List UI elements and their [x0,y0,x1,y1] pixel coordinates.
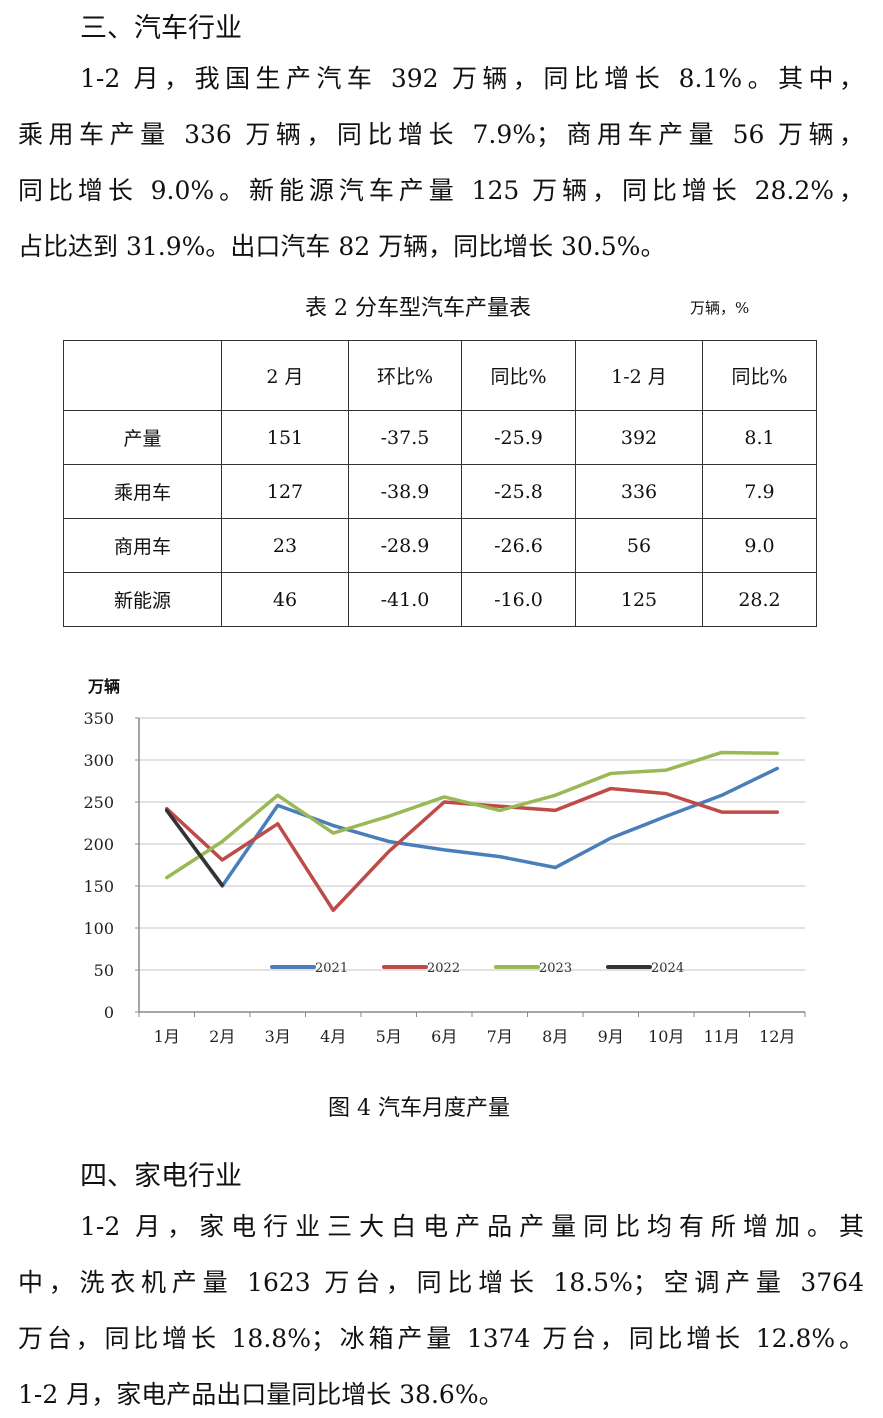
cell: 8.1 [702,410,817,465]
table-unit: 万辆，% [690,299,750,317]
x-tick-label: 7月 [487,1027,513,1046]
row-label: 新能源 [63,572,222,627]
paragraph-line: 1-2 月，家电行业三大白电产品产量同比均有所增加。其 [80,1212,864,1241]
cell: -25.9 [461,410,576,465]
table-row: 乘用车 127 -38.9 -25.8 336 7.9 [63,464,817,519]
header-cell: 1-2 月 [575,340,703,411]
cell: 392 [575,410,703,465]
figure-caption: 图 4 汽车月度产量 [328,1096,510,1121]
cell: 9.0 [702,518,817,573]
cell: 46 [221,572,349,627]
row-label: 乘用车 [63,464,222,519]
table-row: 商用车 23 -28.9 -26.6 56 9.0 [63,518,817,573]
cell: 125 [575,572,703,627]
paragraph-line: 1-2 月，我国生产汽车 392 万辆，同比增长 8.1%。其中， [80,64,864,93]
x-tick-label: 9月 [598,1027,624,1046]
y-tick-label: 100 [83,919,114,938]
cell: 56 [575,518,703,573]
cell: 336 [575,464,703,519]
legend-label-2022: 2022 [427,961,460,976]
table-caption: 表 2 分车型汽车产量表 [305,296,531,321]
legend-label-2021: 2021 [315,961,348,976]
x-tick-label: 6月 [431,1027,457,1046]
paragraph-line: 万台，同比增长 18.8%；冰箱产量 1374 万台，同比增长 12.8%。 [18,1324,864,1353]
cell: -26.6 [461,518,576,573]
y-tick-label: 150 [83,877,114,896]
series-line-2022 [165,786,779,913]
production-table: 2 月 环比% 同比% 1-2 月 同比% 产量 151 -37.5 -25.9 392… [63,340,817,627]
section-heading-appliance: 四、家电行业 [80,1161,242,1192]
y-tick-label: 250 [83,793,114,812]
x-tick-label: 2月 [209,1027,235,1046]
series-line-2023 [165,750,779,880]
x-tick-label: 8月 [542,1027,568,1046]
y-tick-label: 350 [83,709,114,728]
x-tick-label: 5月 [376,1027,402,1046]
cell: 28.2 [702,572,817,627]
cell: -28.9 [348,518,462,573]
y-tick-label: 50 [94,961,114,980]
table-row: 产量 151 -37.5 -25.9 392 8.1 [63,410,817,465]
cell: 127 [221,464,349,519]
x-tick-label: 10月 [648,1027,684,1046]
paragraph-line: 中，洗衣机产量 1623 万台，同比增长 18.5%；空调产量 3764 [18,1268,864,1297]
row-label: 产量 [63,410,222,465]
table-row: 新能源 46 -41.0 -16.0 125 28.2 [63,572,817,627]
section-heading-auto: 三、汽车行业 [80,13,242,44]
y-tick-label: 0 [104,1003,114,1022]
x-tick-label: 12月 [759,1027,795,1046]
paragraph-line: 1-2 月，家电产品出口量同比增长 38.6%。 [18,1380,504,1409]
header-cell [63,340,222,411]
paragraph-line: 乘用车产量 336 万辆，同比增长 7.9%；商用车产量 56 万辆， [18,120,864,149]
x-tick-label: 11月 [704,1027,740,1046]
legend-label-2023: 2023 [539,961,572,976]
cell: -38.9 [348,464,462,519]
cell: -16.0 [461,572,576,627]
legend-label-2024: 2024 [651,961,684,976]
cell: 151 [221,410,349,465]
cell: 7.9 [702,464,817,519]
series-line-2021 [165,766,779,888]
header-cell: 同比% [461,340,576,411]
x-tick-label: 3月 [265,1027,291,1046]
x-tick-label: 4月 [320,1027,346,1046]
series-line-2024 [165,808,224,887]
paragraph-line: 占比达到 31.9%。出口汽车 82 万辆，同比增长 30.5%。 [18,232,666,261]
cell: 23 [221,518,349,573]
header-cell: 2 月 [221,340,349,411]
cell: -41.0 [348,572,462,627]
header-cell: 同比% [702,340,817,411]
x-tick-label: 1月 [154,1027,180,1046]
y-tick-label: 300 [83,751,114,770]
y-axis-label: 万辆 [88,677,121,696]
cell: -37.5 [348,410,462,465]
table-header-row: 2 月 环比% 同比% 1-2 月 同比% [63,340,817,411]
header-cell: 环比% [348,340,462,411]
paragraph-line: 同比增长 9.0%。新能源汽车产量 125 万辆，同比增长 28.2%， [18,176,864,205]
monthly-production-chart: 0 50 100 150 200 250 300 350 1月 2月 3月 4月 5月 6月 7月 8月 9月 1… [83,709,806,1046]
row-label: 商用车 [63,518,222,573]
cell: -25.8 [461,464,576,519]
y-tick-label: 200 [83,835,114,854]
